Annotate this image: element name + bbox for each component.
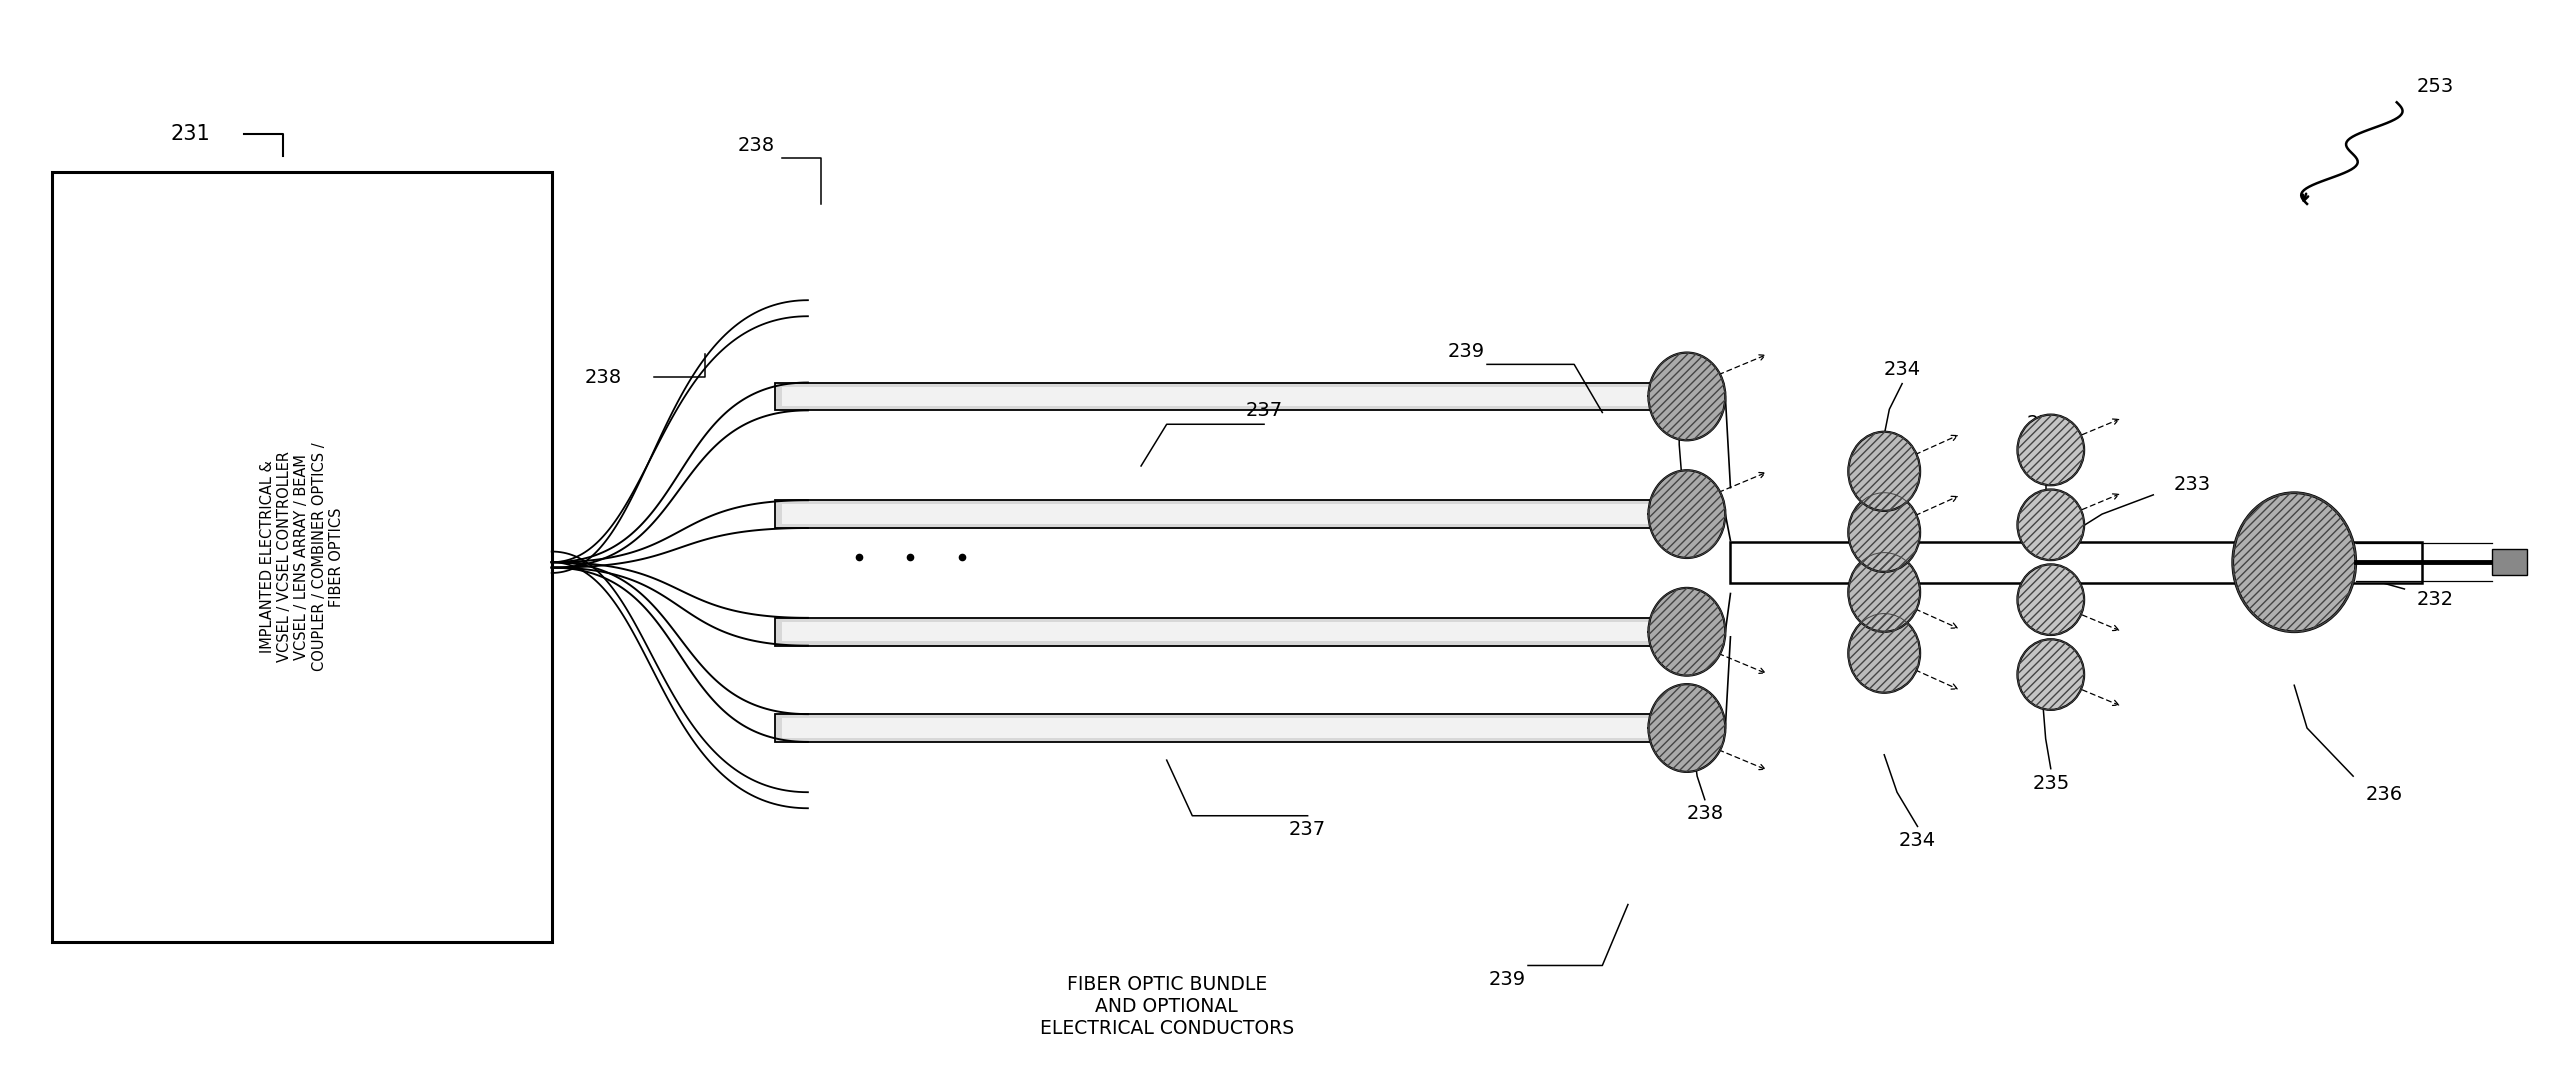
Bar [2492,549,2528,575]
Text: 238: 238 [1661,399,1697,419]
Text: 239: 239 [1490,970,1526,989]
Bar [782,622,1672,642]
Bar [774,500,1679,528]
Ellipse shape [2018,414,2085,485]
Text: 231: 231 [169,124,210,145]
Text: 234: 234 [1900,831,1936,850]
Text: 238: 238 [738,136,774,154]
Text: 234: 234 [1885,360,1920,379]
Text: 236: 236 [2367,785,2402,804]
Ellipse shape [2018,489,2085,560]
Text: 237: 237 [1246,401,1282,420]
Text: 233: 233 [2174,474,2210,494]
Ellipse shape [1849,493,1920,572]
Text: 239: 239 [1449,342,1485,361]
Ellipse shape [2018,564,2085,635]
Ellipse shape [1649,684,1726,772]
Text: 238: 238 [1687,804,1723,824]
Ellipse shape [2018,639,2085,710]
Text: 235: 235 [2033,774,2069,794]
Bar [51,171,551,942]
Bar [774,618,1679,646]
Ellipse shape [1649,352,1726,440]
Bar [774,714,1679,742]
Text: 235: 235 [2028,413,2064,433]
Text: 237: 237 [1290,820,1326,840]
Bar [782,387,1672,406]
Text: IMPLANTED ELECTRICAL &
VCSEL / VCSEL CONTROLLER
VCSEL / LENS ARRAY / BEAM
COUPLE: IMPLANTED ELECTRICAL & VCSEL / VCSEL CON… [259,442,344,672]
Bar [782,719,1672,738]
Ellipse shape [1649,588,1726,676]
Ellipse shape [1849,614,1920,693]
Ellipse shape [1649,470,1726,558]
Text: 238: 238 [585,367,620,387]
Ellipse shape [1849,432,1920,511]
Ellipse shape [1849,553,1920,632]
Ellipse shape [2233,493,2356,632]
Text: FIBER OPTIC BUNDLE
AND OPTIONAL
ELECTRICAL CONDUCTORS: FIBER OPTIC BUNDLE AND OPTIONAL ELECTRIC… [1038,975,1295,1038]
Bar [774,382,1679,410]
Bar [1731,542,2423,583]
Bar [782,504,1672,524]
Text: 253: 253 [2415,77,2454,95]
Text: 232: 232 [2418,590,2454,609]
